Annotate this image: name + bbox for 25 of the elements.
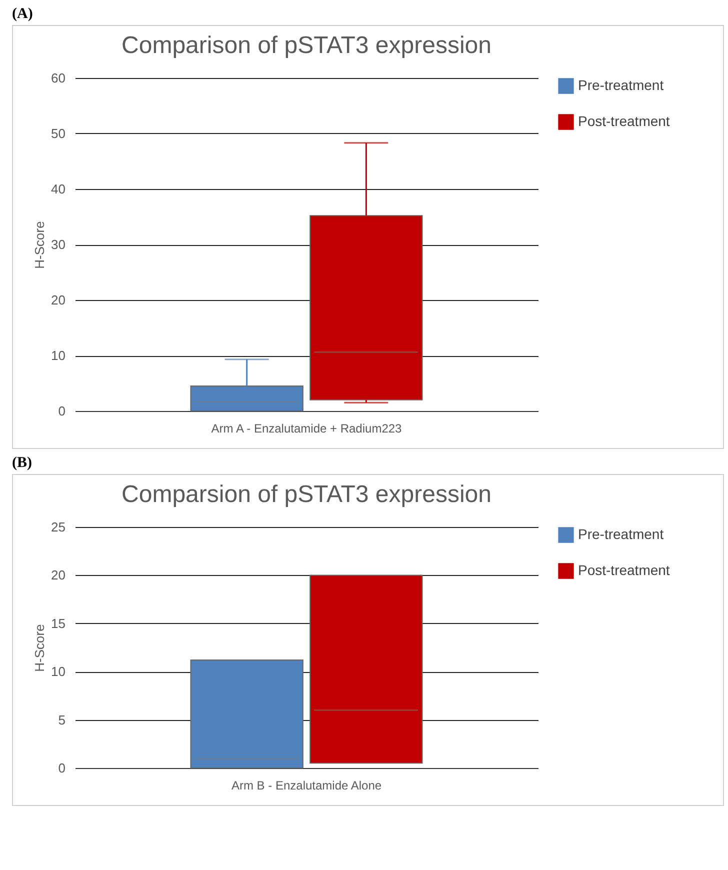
y-tick-label: 25 (51, 520, 66, 534)
y-tick-label: 40 (51, 182, 66, 196)
legend-label: Pre-treatment (578, 77, 664, 93)
y-tick-label: 10 (51, 664, 66, 680)
y-tick-label: 20 (51, 292, 66, 308)
legend-label: Post-treatment (578, 113, 670, 129)
y-tick-label: 15 (51, 616, 66, 631)
text: (B) (12, 455, 33, 472)
x-tick-label: Arm B - Enzalutamide Alone (231, 778, 382, 792)
y-tick-label: 60 (51, 70, 66, 86)
chart-title: Comparsion of pSTAT3 expression (122, 481, 492, 508)
chart-title: Comparison of pSTAT3 expression (122, 32, 492, 59)
legend-label: Pre-treatment (578, 526, 664, 542)
y-tick-label: 0 (58, 760, 66, 776)
x-tick-label: Arm A - Enzalutamide + Radium223 (211, 422, 402, 436)
y-tick-label: 5 (58, 712, 66, 728)
y-tick-label: 50 (51, 126, 66, 141)
y-tick-label: 30 (51, 237, 66, 252)
y-tick-label: 0 (58, 404, 66, 418)
y-tick-label: 20 (51, 568, 66, 583)
text: (A) (12, 6, 34, 23)
y-axis-title: H-Score (32, 221, 48, 269)
y-tick-label: 10 (51, 348, 66, 363)
y-axis-title: H-Score (32, 624, 48, 672)
legend-label: Post-treatment (578, 562, 670, 578)
